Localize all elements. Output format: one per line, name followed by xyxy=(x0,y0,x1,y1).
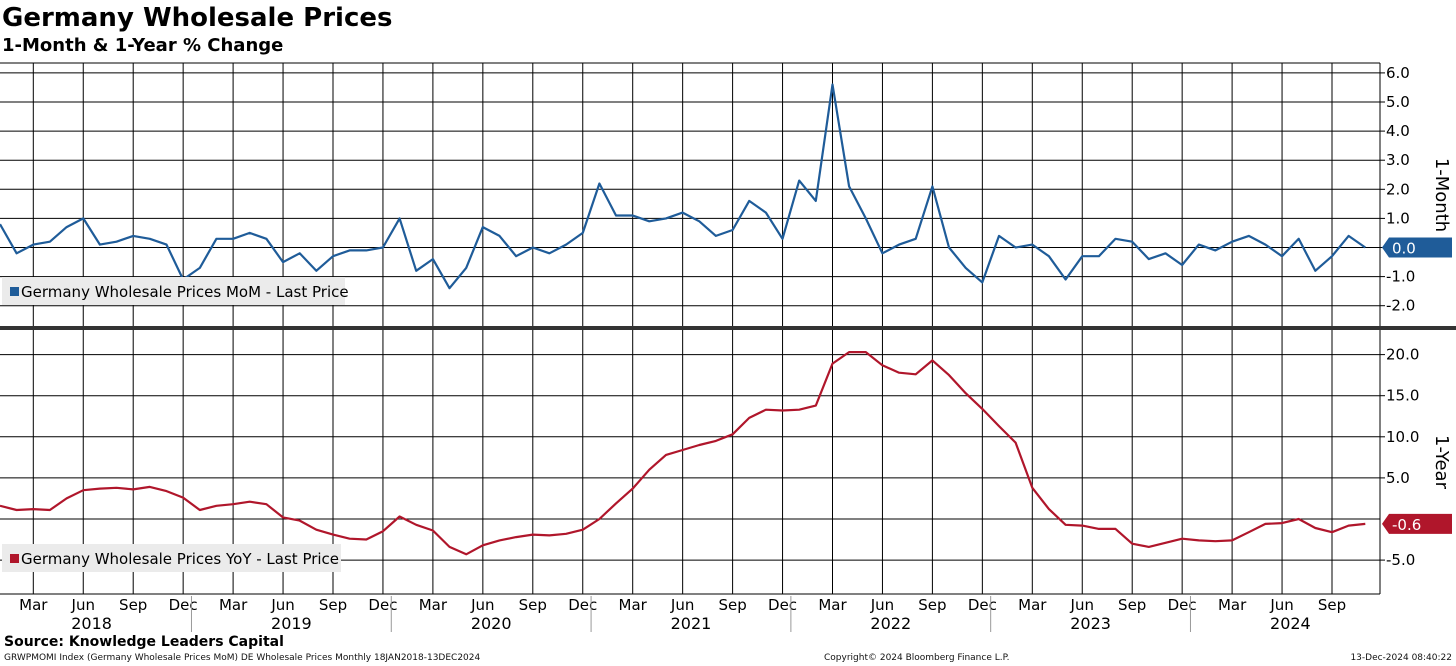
timestamp-note: 13-Dec-2024 08:40:22 xyxy=(1350,653,1452,663)
y-tick-label: 1.0 xyxy=(1386,209,1410,227)
legend-swatch xyxy=(10,287,19,296)
y-tick-label: 5.0 xyxy=(1386,93,1410,111)
x-tick-label-month: Dec xyxy=(368,596,397,614)
panel-divider xyxy=(0,326,1456,330)
x-tick-label-month: Jun xyxy=(470,596,494,614)
last-value-label: 0.0 xyxy=(1392,240,1416,258)
x-tick-label-month: Sep xyxy=(1318,596,1346,614)
x-tick-label-year: 2021 xyxy=(671,614,712,633)
source-note: Source: Knowledge Leaders Capital xyxy=(4,634,284,650)
copyright-note: Copyright© 2024 Bloomberg Finance L.P. xyxy=(824,653,1010,663)
x-tick-label-year: 2023 xyxy=(1070,614,1111,633)
y-tick-label: 20.0 xyxy=(1386,346,1419,364)
x-tick-label-month: Jun xyxy=(1269,596,1293,614)
x-tick-label-year: 2018 xyxy=(71,614,112,633)
last-value-tag xyxy=(1382,513,1452,534)
x-tick-label-month: Dec xyxy=(1168,596,1197,614)
mom-series-line xyxy=(0,83,1366,290)
x-tick-label-month: Jun xyxy=(270,596,294,614)
x-tick-label-month: Mar xyxy=(619,596,648,614)
legend-swatch xyxy=(10,554,19,563)
ticker-note: GRWPMOMI Index (Germany Wholesale Prices… xyxy=(4,653,481,663)
chart-title: Germany Wholesale Prices xyxy=(2,3,393,33)
legend-label: Germany Wholesale Prices MoM - Last Pric… xyxy=(21,283,349,301)
x-tick-label-year: 2020 xyxy=(471,614,512,633)
x-tick-label-month: Sep xyxy=(1118,596,1146,614)
y-tick-label: -5.0 xyxy=(1386,551,1415,569)
chart-subtitle: 1-Month & 1-Year % Change xyxy=(2,35,284,56)
y-axis-title: 1-Year xyxy=(1431,435,1452,490)
x-tick-label-year: 2024 xyxy=(1270,614,1311,633)
y-tick-label: 10.0 xyxy=(1386,428,1419,446)
x-tick-label-month: Mar xyxy=(419,596,448,614)
x-tick-label-month: Mar xyxy=(219,596,248,614)
x-tick-label-month: Sep xyxy=(119,596,147,614)
legend-box xyxy=(2,277,345,305)
x-tick-label-month: Mar xyxy=(19,596,48,614)
x-tick-label-month: Dec xyxy=(968,596,997,614)
x-tick-label-month: Mar xyxy=(818,596,847,614)
x-tick-label-month: Jun xyxy=(870,596,894,614)
yoy-series-line xyxy=(0,351,1366,556)
legend-label: Germany Wholesale Prices YoY - Last Pric… xyxy=(21,550,339,568)
last-value-tag xyxy=(1382,237,1452,258)
x-tick-label-month: Jun xyxy=(670,596,694,614)
x-tick-label-month: Sep xyxy=(918,596,946,614)
x-tick-label-month: Dec xyxy=(169,596,198,614)
y-tick-label: -1.0 xyxy=(1386,268,1415,286)
y-tick-label: 3.0 xyxy=(1386,151,1410,169)
x-tick-label-month: Jun xyxy=(71,596,95,614)
y-tick-label: -2.0 xyxy=(1386,297,1415,315)
x-tick-label-month: Dec xyxy=(568,596,597,614)
x-tick-label-month: Mar xyxy=(1218,596,1247,614)
y-axis-title: 1-Month xyxy=(1431,158,1452,232)
y-tick-label: 6.0 xyxy=(1386,64,1410,82)
x-tick-label-month: Jun xyxy=(1070,596,1094,614)
x-tick-label-month: Sep xyxy=(519,596,547,614)
last-value-label: -0.6 xyxy=(1392,516,1421,534)
x-tick-label-month: Mar xyxy=(1018,596,1047,614)
y-tick-label: 5.0 xyxy=(1386,469,1410,487)
y-tick-label: 2.0 xyxy=(1386,180,1410,198)
legend-box xyxy=(2,544,341,572)
y-tick-label: 4.0 xyxy=(1386,122,1410,140)
x-tick-label-month: Sep xyxy=(718,596,746,614)
x-tick-label-month: Sep xyxy=(319,596,347,614)
x-tick-label-month: Dec xyxy=(768,596,797,614)
x-tick-label-year: 2019 xyxy=(271,614,312,633)
y-tick-label: 15.0 xyxy=(1386,387,1419,405)
x-tick-label-year: 2022 xyxy=(870,614,911,633)
